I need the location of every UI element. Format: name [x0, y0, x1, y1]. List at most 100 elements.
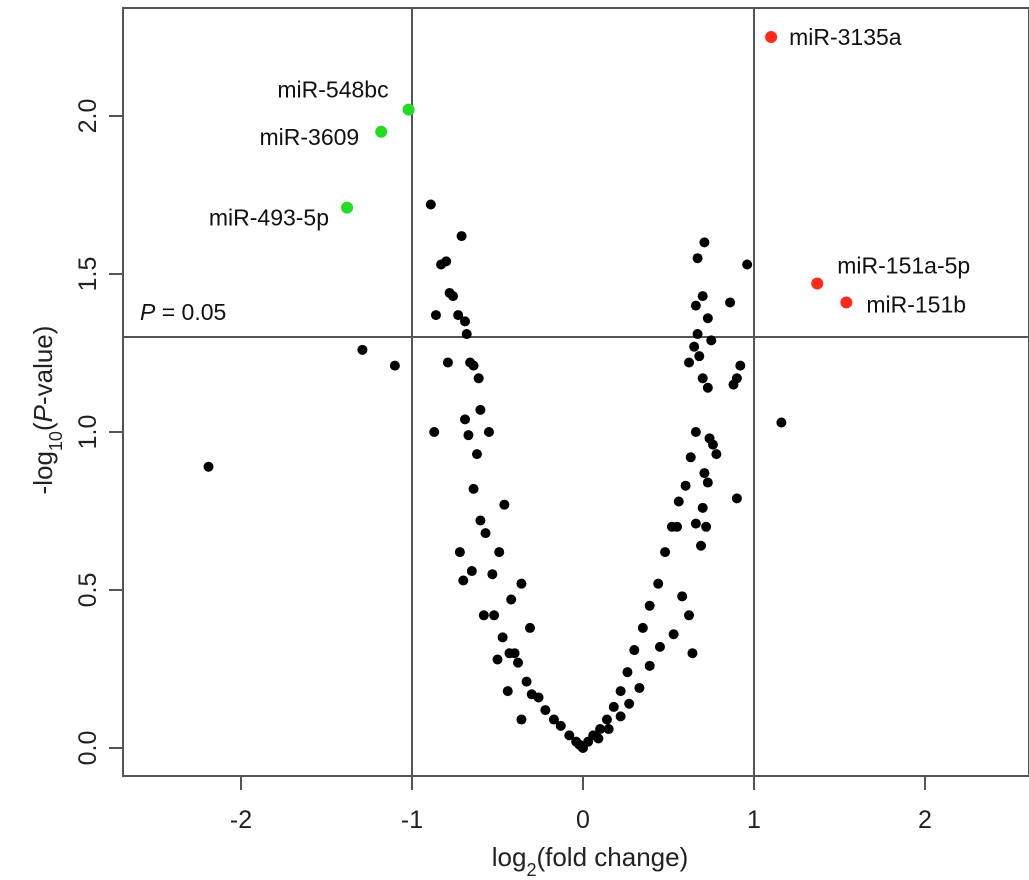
data-point	[776, 417, 787, 428]
data-point	[564, 730, 575, 741]
data-point	[660, 547, 671, 558]
data-point	[707, 439, 718, 450]
data-point	[516, 714, 527, 725]
data-point	[448, 291, 459, 302]
data-point	[489, 610, 500, 621]
data-point	[677, 591, 688, 602]
y-tick-label: 1.5	[74, 257, 102, 292]
data-point	[430, 310, 441, 321]
data-point	[521, 676, 532, 687]
data-point	[458, 575, 469, 586]
data-point	[615, 711, 626, 722]
data-point	[548, 714, 559, 725]
data-point	[203, 461, 214, 472]
data-point	[702, 477, 713, 488]
data-point	[622, 667, 633, 678]
data-point	[593, 733, 604, 744]
data-point	[634, 682, 645, 693]
data-point	[624, 698, 635, 709]
data-point	[468, 360, 479, 371]
data-point	[702, 313, 713, 324]
data-point	[697, 502, 708, 513]
data-point	[483, 427, 494, 437]
highlight-point	[375, 125, 388, 138]
data-point	[699, 468, 710, 479]
data-point	[478, 610, 489, 621]
y-axis-title: -log10(P-value)	[28, 326, 66, 495]
data-point	[692, 253, 703, 264]
data-point	[697, 373, 708, 384]
y-tick-label: 2.0	[74, 99, 102, 134]
data-point	[480, 528, 491, 539]
data-point	[524, 622, 535, 633]
data-point	[487, 569, 498, 580]
data-point	[684, 610, 695, 621]
data-point	[453, 310, 464, 321]
data-point	[466, 566, 477, 577]
data-point	[555, 720, 566, 731]
highlight-label: miR-151a-5p	[837, 252, 970, 278]
highlighted-mirnas: miR-3135a miR-151a-5p miR-151b miR-548bc miR…	[209, 24, 970, 317]
data-point	[509, 648, 520, 659]
data-point	[699, 237, 710, 248]
data-point	[492, 654, 503, 665]
data-point	[692, 329, 703, 340]
data-point	[689, 341, 700, 352]
data-point	[461, 329, 472, 340]
data-point	[637, 622, 648, 633]
data-point	[695, 540, 706, 551]
data-point	[731, 493, 742, 504]
data-point	[644, 660, 655, 671]
data-point	[456, 231, 467, 242]
data-point	[653, 578, 664, 589]
data-point	[473, 373, 484, 384]
data-point	[690, 518, 701, 529]
data-point	[468, 483, 479, 494]
data-point	[615, 686, 626, 697]
data-point	[357, 344, 368, 355]
data-point	[429, 427, 440, 437]
highlight-label: miR-493-5p	[209, 205, 329, 231]
data-point	[673, 496, 684, 507]
highlight-label: miR-3609	[260, 124, 360, 150]
data-point	[690, 427, 701, 437]
y-tick-label: 0.0	[74, 731, 102, 766]
data-point	[742, 259, 753, 270]
data-point	[475, 404, 486, 415]
y-axis: 0.0 0.5 1.0 1.5 2.0	[74, 99, 124, 766]
data-point	[601, 714, 612, 725]
y-tick-label: 1.0	[74, 415, 102, 450]
data-point	[499, 499, 510, 510]
data-point	[735, 360, 746, 371]
data-point	[685, 452, 696, 463]
data-point	[454, 547, 465, 558]
data-point	[595, 724, 606, 735]
data-point	[711, 449, 722, 460]
highlight-point	[341, 201, 354, 214]
data-point	[442, 357, 453, 368]
data-point	[697, 291, 708, 302]
data-point	[540, 705, 551, 716]
data-point	[533, 692, 544, 703]
data-point	[654, 641, 665, 652]
highlight-point	[765, 31, 778, 43]
x-tick-label: -1	[401, 806, 423, 834]
data-point	[471, 449, 482, 460]
data-points	[203, 199, 787, 753]
data-point	[603, 724, 614, 735]
highlight-label: miR-3135a	[789, 24, 902, 50]
highlight-point	[402, 103, 415, 116]
data-point	[513, 657, 524, 668]
data-point	[694, 351, 705, 362]
data-point	[475, 515, 486, 526]
data-point	[680, 480, 691, 491]
highlight-label: miR-548bc	[277, 77, 388, 103]
threshold-label: P = 0.05	[140, 299, 226, 325]
highlight-label: miR-151b	[866, 291, 966, 317]
data-point	[460, 316, 471, 327]
data-point	[702, 382, 713, 393]
data-point	[494, 547, 505, 558]
data-point	[701, 521, 712, 532]
data-point	[497, 632, 508, 643]
